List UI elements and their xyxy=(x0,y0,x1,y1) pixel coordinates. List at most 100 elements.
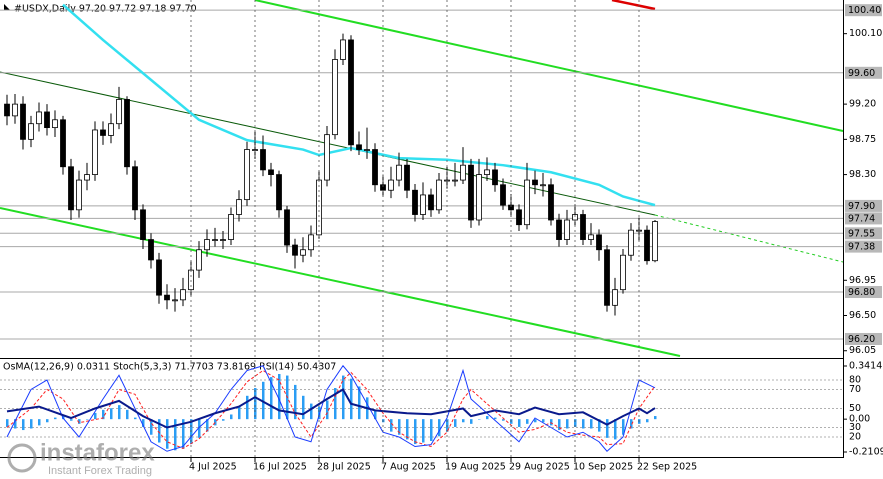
osma-bar xyxy=(550,419,553,426)
level-label: 99.60 xyxy=(848,68,875,79)
osma-bar xyxy=(294,384,297,420)
candle-body xyxy=(452,179,458,182)
osma-bar xyxy=(118,405,121,420)
trend-line xyxy=(0,207,681,357)
osma-bar xyxy=(310,403,313,420)
candle-body xyxy=(644,229,650,262)
title-icon xyxy=(4,4,10,10)
osma-bar xyxy=(398,419,401,435)
candle-body xyxy=(596,234,602,251)
candle-body xyxy=(84,174,90,181)
osma-bar xyxy=(358,386,361,420)
osma-bar xyxy=(470,419,473,424)
candle-body xyxy=(556,219,562,240)
candle-body xyxy=(132,166,138,211)
osma-bar xyxy=(30,419,33,429)
level-label: 96.80 xyxy=(848,287,875,298)
osma-bar xyxy=(374,409,377,420)
indicator-label: OsMA(12,26,9) 0.0311 Stoch(5,3,3) 71.770… xyxy=(3,362,336,373)
osma-bar xyxy=(542,419,545,423)
candle-body xyxy=(372,149,378,186)
candle-body xyxy=(116,99,122,125)
osma-bar xyxy=(438,419,441,437)
osma-bar xyxy=(206,419,209,432)
candle-body xyxy=(204,239,210,251)
osma-bar xyxy=(246,395,249,420)
candle-body xyxy=(12,103,18,117)
candle-body xyxy=(76,179,82,211)
chart-title: #USDX,Daily 97.20 97.72 97.18 97.70 xyxy=(14,4,197,15)
candle-body xyxy=(564,219,570,240)
candle-body xyxy=(428,194,434,211)
candle-body xyxy=(212,239,218,241)
osma-bar xyxy=(182,419,185,449)
candle-body xyxy=(340,39,346,60)
candle-body xyxy=(220,239,226,241)
candle-body xyxy=(500,184,506,206)
osma-bar xyxy=(502,419,505,421)
candle-body xyxy=(628,229,634,256)
osma-bar xyxy=(342,375,345,420)
candle-body xyxy=(196,249,202,271)
osma-bar xyxy=(462,419,465,423)
candle-body xyxy=(540,184,546,187)
y-tick-label: 98.75 xyxy=(849,134,876,145)
x-tick-label: 7 Aug 2025 xyxy=(381,462,436,473)
osma-bar xyxy=(430,419,433,441)
osma-bar xyxy=(86,419,89,420)
trend-line xyxy=(611,0,656,11)
osma-bar xyxy=(134,417,137,420)
osma-bar xyxy=(350,378,353,420)
osma-bar xyxy=(630,419,633,429)
osma-bar xyxy=(270,377,273,420)
osma-bar xyxy=(454,419,457,427)
watermark-tagline: Instant Forex Trading xyxy=(48,465,152,477)
candle-body xyxy=(28,123,34,140)
osma-bar xyxy=(102,409,105,420)
candle-body xyxy=(244,149,250,201)
candle-body xyxy=(436,179,442,211)
candle-body xyxy=(572,214,578,221)
osma-bar xyxy=(486,416,489,420)
candle-body xyxy=(20,103,26,140)
rsi xyxy=(6,388,656,429)
osma-bar xyxy=(606,419,609,438)
x-tick-label: 10 Sep 2025 xyxy=(573,462,633,473)
osma-bar xyxy=(46,419,49,423)
x-tick-label: 16 Jul 2025 xyxy=(253,462,307,473)
candle-body xyxy=(156,259,162,296)
osma-bar xyxy=(214,419,217,426)
trend-line xyxy=(254,0,844,132)
osma-bar xyxy=(150,419,153,435)
osma-bar xyxy=(526,419,529,424)
candle-body xyxy=(348,39,354,146)
candle-body xyxy=(228,214,234,240)
candle-body xyxy=(356,144,362,150)
osma-bar xyxy=(38,419,41,426)
level-label-box xyxy=(845,199,882,212)
osma-bar xyxy=(582,419,585,429)
watermark-logo xyxy=(7,443,37,473)
osma-bar xyxy=(614,419,617,440)
osma-bar xyxy=(302,395,305,420)
level-label-box xyxy=(845,227,882,240)
y-tick-label: 100.10 xyxy=(849,28,882,39)
osma-bar xyxy=(318,406,321,420)
osma-bar xyxy=(78,419,81,424)
candle-body xyxy=(412,189,418,215)
candle-body xyxy=(532,179,538,186)
y-tick-label: 98.30 xyxy=(849,169,876,180)
osma-bar xyxy=(174,419,177,451)
osma-bar xyxy=(198,419,201,438)
candle-body xyxy=(460,164,466,181)
osc-tick-label: 20 xyxy=(849,432,861,443)
candle-body xyxy=(124,99,130,168)
osma-bar xyxy=(334,388,337,420)
osma-bar xyxy=(14,419,17,429)
candle-body xyxy=(620,254,626,291)
level-label-box xyxy=(845,240,882,253)
osma-bar xyxy=(166,419,169,449)
candle-body xyxy=(260,149,266,171)
candle-body xyxy=(612,289,618,306)
